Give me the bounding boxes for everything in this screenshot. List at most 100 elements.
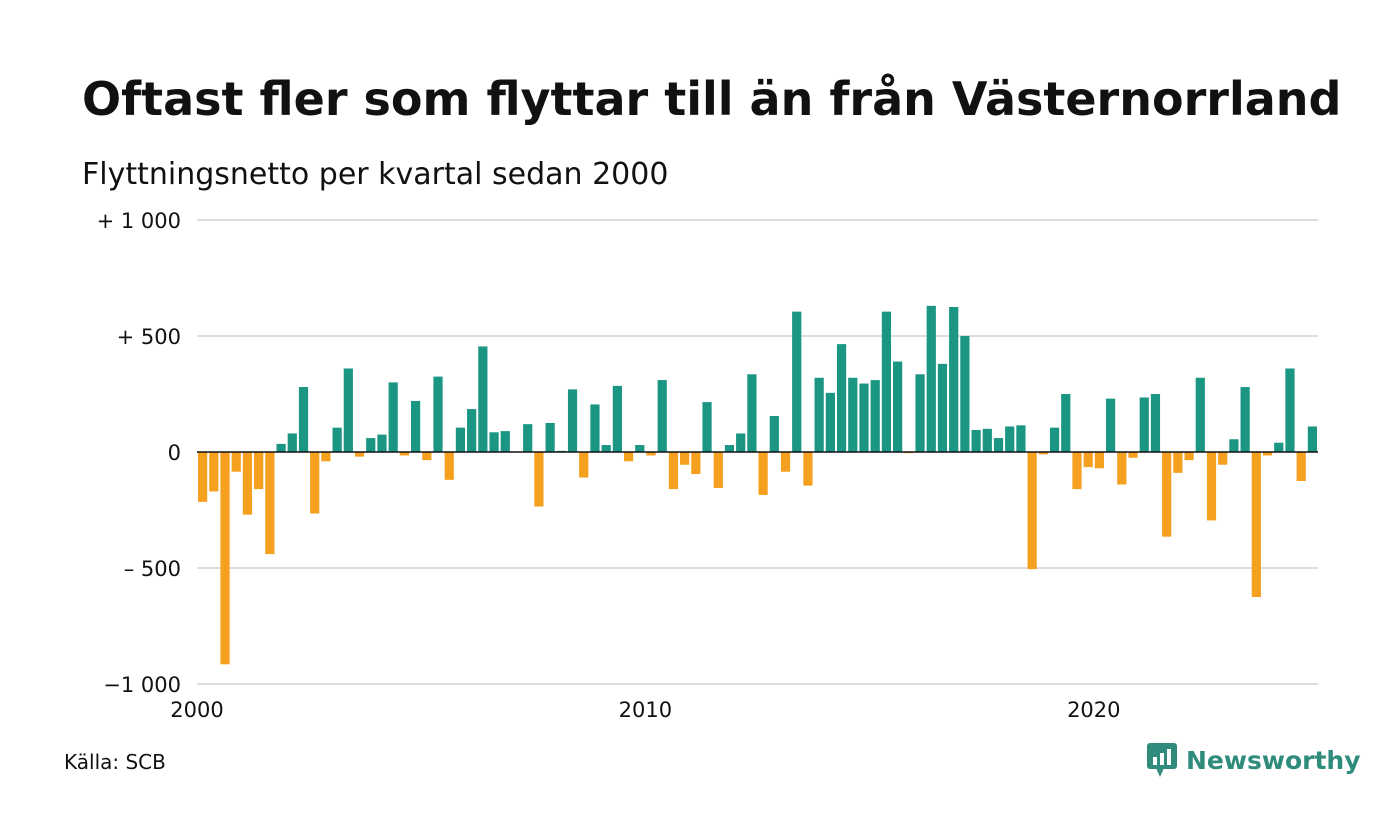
bar: [500, 431, 510, 452]
bar: [859, 383, 869, 452]
bar: [433, 376, 443, 452]
y-tick-label: −1 000: [103, 673, 181, 697]
chart-subtitle: Flyttningsnetto per kvartal sedan 2000: [82, 157, 669, 192]
bar: [1016, 425, 1026, 452]
bar: [1274, 442, 1284, 452]
bar: [1061, 394, 1071, 452]
bar: [1162, 452, 1172, 537]
bar: [702, 402, 712, 452]
bar: [298, 387, 309, 452]
bar: [1173, 452, 1183, 473]
brand-name: Newsworthy: [1186, 745, 1361, 775]
bar: [736, 433, 746, 452]
bar: [893, 361, 903, 452]
bar: [769, 416, 779, 452]
bar: [220, 452, 230, 665]
bar: [635, 445, 645, 452]
bar: [814, 377, 824, 452]
bar: [949, 307, 959, 452]
bar: [657, 380, 667, 452]
bar: [1262, 452, 1273, 456]
bar: [366, 438, 376, 452]
bar: [310, 452, 320, 514]
bar: [332, 427, 342, 452]
bar: [590, 404, 600, 452]
y-tick-label: – 500: [124, 557, 181, 581]
bar: [758, 452, 768, 495]
bar: [1027, 452, 1037, 570]
bar: [1307, 426, 1317, 452]
bar: [1106, 398, 1116, 452]
bar: [825, 392, 835, 452]
chart-title: Oftast fler som flyttar till än från Väs…: [82, 72, 1342, 126]
grid-lines: [197, 219, 1318, 569]
bar: [231, 452, 241, 472]
bar: [691, 452, 701, 475]
x-tick-label: 2010: [619, 698, 672, 722]
bar: [545, 423, 555, 452]
bar: [1184, 452, 1194, 461]
bar: [254, 452, 264, 490]
bar: [792, 311, 802, 452]
bar: [713, 452, 723, 488]
bar: [534, 452, 544, 507]
bar: [982, 428, 992, 452]
bar: [780, 452, 791, 472]
bar: [1083, 452, 1093, 468]
bar: [399, 452, 409, 456]
bar: [870, 380, 880, 452]
bar: [1150, 394, 1161, 452]
bar: [1139, 397, 1149, 452]
y-tick-label: + 1 000: [97, 209, 181, 233]
bar: [1240, 387, 1250, 452]
bar: [836, 344, 847, 452]
brand-logo: Newsworthy: [1146, 742, 1361, 778]
bar: [287, 433, 297, 452]
bar: [242, 452, 253, 515]
x-tick-label: 2020: [1067, 698, 1120, 722]
bars: [198, 305, 1317, 665]
bar: [680, 452, 690, 465]
bar: [1251, 452, 1261, 597]
bar: [668, 452, 679, 490]
y-tick-label: + 500: [117, 325, 181, 349]
bar: [1285, 368, 1295, 452]
bar: [354, 452, 365, 457]
y-tick-label: 0: [168, 441, 181, 465]
bar: [1072, 452, 1082, 490]
bar: [321, 452, 331, 462]
bar: [960, 336, 970, 452]
bar: [1117, 452, 1127, 485]
bar: [937, 363, 948, 452]
bar: [623, 452, 634, 462]
bar: [489, 432, 499, 452]
bar: [612, 385, 622, 452]
bar: [388, 382, 398, 452]
bar: [422, 452, 432, 461]
bar: [209, 452, 219, 492]
bar: [523, 424, 533, 452]
bar: [343, 368, 353, 452]
bar: [1128, 452, 1138, 458]
bar: [848, 377, 858, 452]
bar: [803, 452, 813, 486]
bar: [926, 305, 936, 452]
bar: [646, 452, 656, 456]
bar: [1229, 439, 1239, 452]
bar: [1094, 452, 1105, 469]
bar: [601, 445, 611, 452]
bar: [1218, 452, 1228, 465]
source-label: Källa: SCB: [64, 750, 166, 774]
bar: [1049, 427, 1060, 452]
bar: [724, 445, 735, 452]
bar: [276, 443, 286, 452]
bar: [265, 452, 275, 555]
bar: [377, 434, 387, 452]
bar: [579, 452, 589, 478]
newsworthy-logo-icon: [1147, 743, 1177, 777]
bar: [410, 400, 421, 452]
bar: [1038, 452, 1048, 455]
bar: [971, 429, 981, 452]
